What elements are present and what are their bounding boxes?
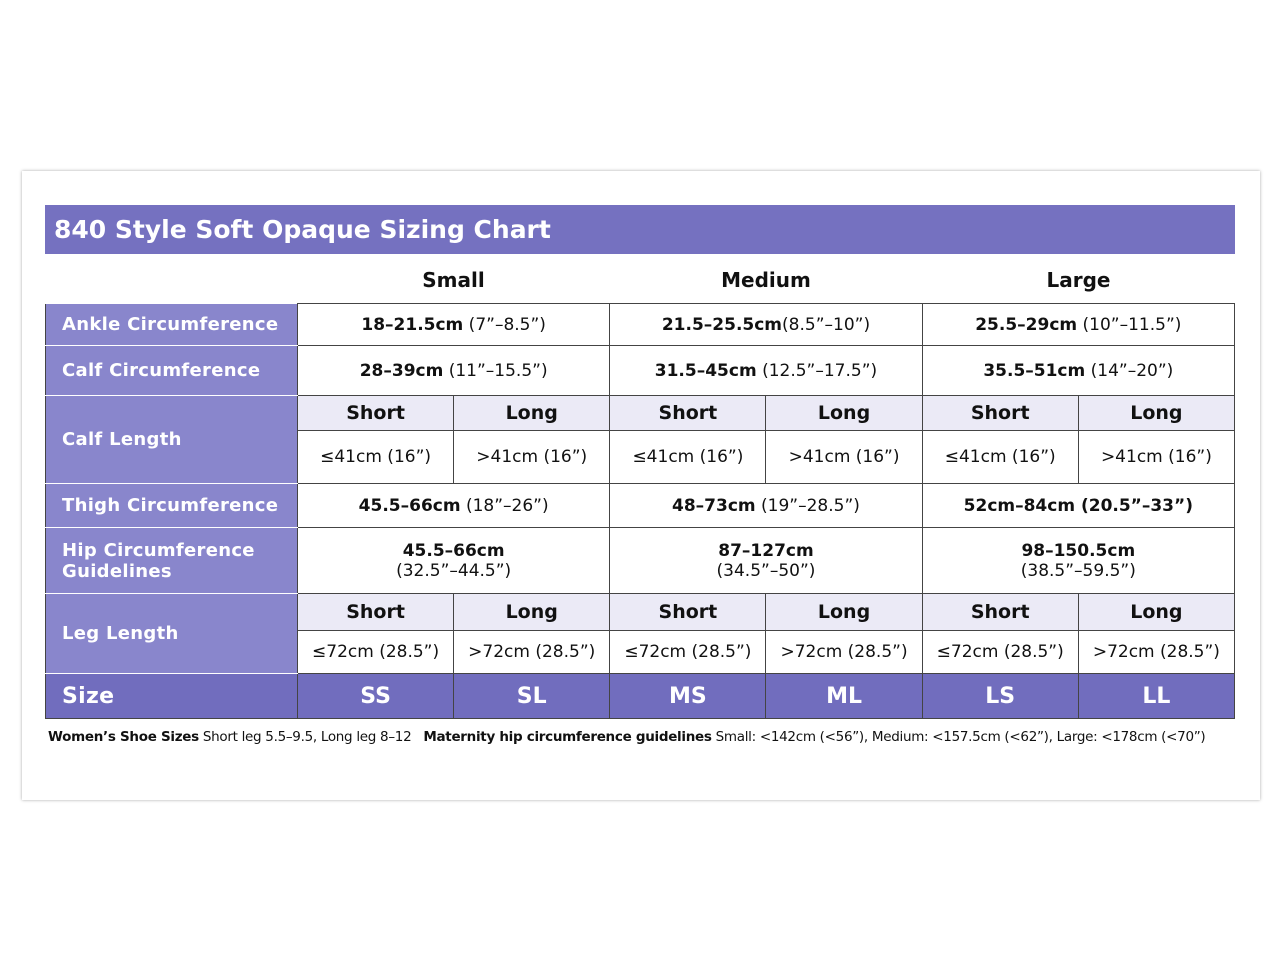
cell: >72cm (28.5”) xyxy=(765,630,923,674)
row-size: Size SS SL MS ML LS LL xyxy=(45,673,1236,719)
row-thigh: Thigh Circumference 45.5–66cm (18”–26”) … xyxy=(45,483,1236,528)
cell: >72cm (28.5”) xyxy=(453,630,611,674)
cell: ≤72cm (28.5”) xyxy=(921,630,1079,674)
row-leg-length-sub: Leg Length Short Long Short Long Short L… xyxy=(45,593,1236,674)
row-hip: Hip Circumference Guidelines 45.5–66cm (32… xyxy=(45,527,1236,594)
row-calf-length-sub: Calf Length Short Long Short Long Short … xyxy=(45,395,1236,484)
group-large: Large xyxy=(1046,268,1111,292)
sub-header: Long xyxy=(1077,593,1236,631)
sub-header: Short xyxy=(921,593,1079,631)
cell: 18–21.5cm (7”–8.5”) xyxy=(296,303,611,346)
cell: ≤41cm (16”) xyxy=(921,430,1079,484)
sub-header: Long xyxy=(453,395,611,431)
sub-header: Long xyxy=(1077,395,1236,431)
chart-title: 840 Style Soft Opaque Sizing Chart xyxy=(45,205,1235,254)
row-label: Ankle Circumference xyxy=(45,303,298,346)
cell: 52cm–84cm (20.5”–33”) xyxy=(921,483,1236,528)
row-ankle: Ankle Circumference 18–21.5cm (7”–8.5”) … xyxy=(45,303,1236,346)
cell: ≤72cm (28.5”) xyxy=(296,630,455,674)
cell: 31.5–45cm (12.5”–17.5”) xyxy=(609,345,923,396)
cell: 45.5–66cm (32.5”–44.5”) xyxy=(296,527,611,594)
size-code: MS xyxy=(609,673,767,719)
group-medium: Medium xyxy=(721,268,811,292)
row-label: Leg Length xyxy=(45,593,298,674)
size-code: LL xyxy=(1077,673,1236,719)
sub-header: Long xyxy=(453,593,611,631)
row-label: Hip Circumference Guidelines xyxy=(45,527,298,594)
row-leg-length: ≤72cm (28.5”) >72cm (28.5”) ≤72cm (28.5”… xyxy=(46,630,1236,674)
row-label: Calf Length xyxy=(45,395,298,484)
row-calf: Calf Circumference 28–39cm (11”–15.5”) 3… xyxy=(45,345,1236,396)
cell: ≤72cm (28.5”) xyxy=(609,630,767,674)
cell: 98–150.5cm (38.5”–59.5”) xyxy=(921,527,1236,594)
size-code: ML xyxy=(765,673,923,719)
footnote: Women’s Shoe Sizes Short leg 5.5–9.5, Lo… xyxy=(48,729,1206,745)
cell: ≤41cm (16”) xyxy=(609,430,767,484)
sub-header: Short xyxy=(609,593,767,631)
row-label: Size xyxy=(45,673,298,719)
cell: >41cm (16”) xyxy=(453,430,611,484)
sub-header: Short xyxy=(609,395,767,431)
cell: 45.5–66cm (18”–26”) xyxy=(296,483,611,528)
cell: >41cm (16”) xyxy=(1077,430,1236,484)
sub-header: Short xyxy=(921,395,1079,431)
sub-header: Short xyxy=(296,395,455,431)
size-code: LS xyxy=(921,673,1079,719)
row-label: Calf Circumference xyxy=(45,345,298,396)
cell: >41cm (16”) xyxy=(765,430,923,484)
cell: 48–73cm (19”–28.5”) xyxy=(609,483,923,528)
cell: >72cm (28.5”) xyxy=(1077,630,1236,674)
cell: 35.5–51cm (14”–20”) xyxy=(921,345,1236,396)
cell: 28–39cm (11”–15.5”) xyxy=(296,345,611,396)
cell: ≤41cm (16”) xyxy=(296,430,455,484)
sub-header: Long xyxy=(765,395,923,431)
sizing-table: Ankle Circumference 18–21.5cm (7”–8.5”) … xyxy=(45,303,1236,719)
cell: 87–127cm (34.5”–50”) xyxy=(609,527,923,594)
sub-header: Long xyxy=(765,593,923,631)
cell: 21.5–25.5cm(8.5”–10”) xyxy=(609,303,923,346)
row-calf-length: ≤41cm (16”) >41cm (16”) ≤41cm (16”) >41c… xyxy=(46,430,1236,484)
cell: 25.5–29cm (10”–11.5”) xyxy=(921,303,1236,346)
size-code: SS xyxy=(296,673,455,719)
group-small: Small xyxy=(422,268,485,292)
row-label: Thigh Circumference xyxy=(45,483,298,528)
sub-header: Short xyxy=(296,593,455,631)
size-code: SL xyxy=(453,673,611,719)
